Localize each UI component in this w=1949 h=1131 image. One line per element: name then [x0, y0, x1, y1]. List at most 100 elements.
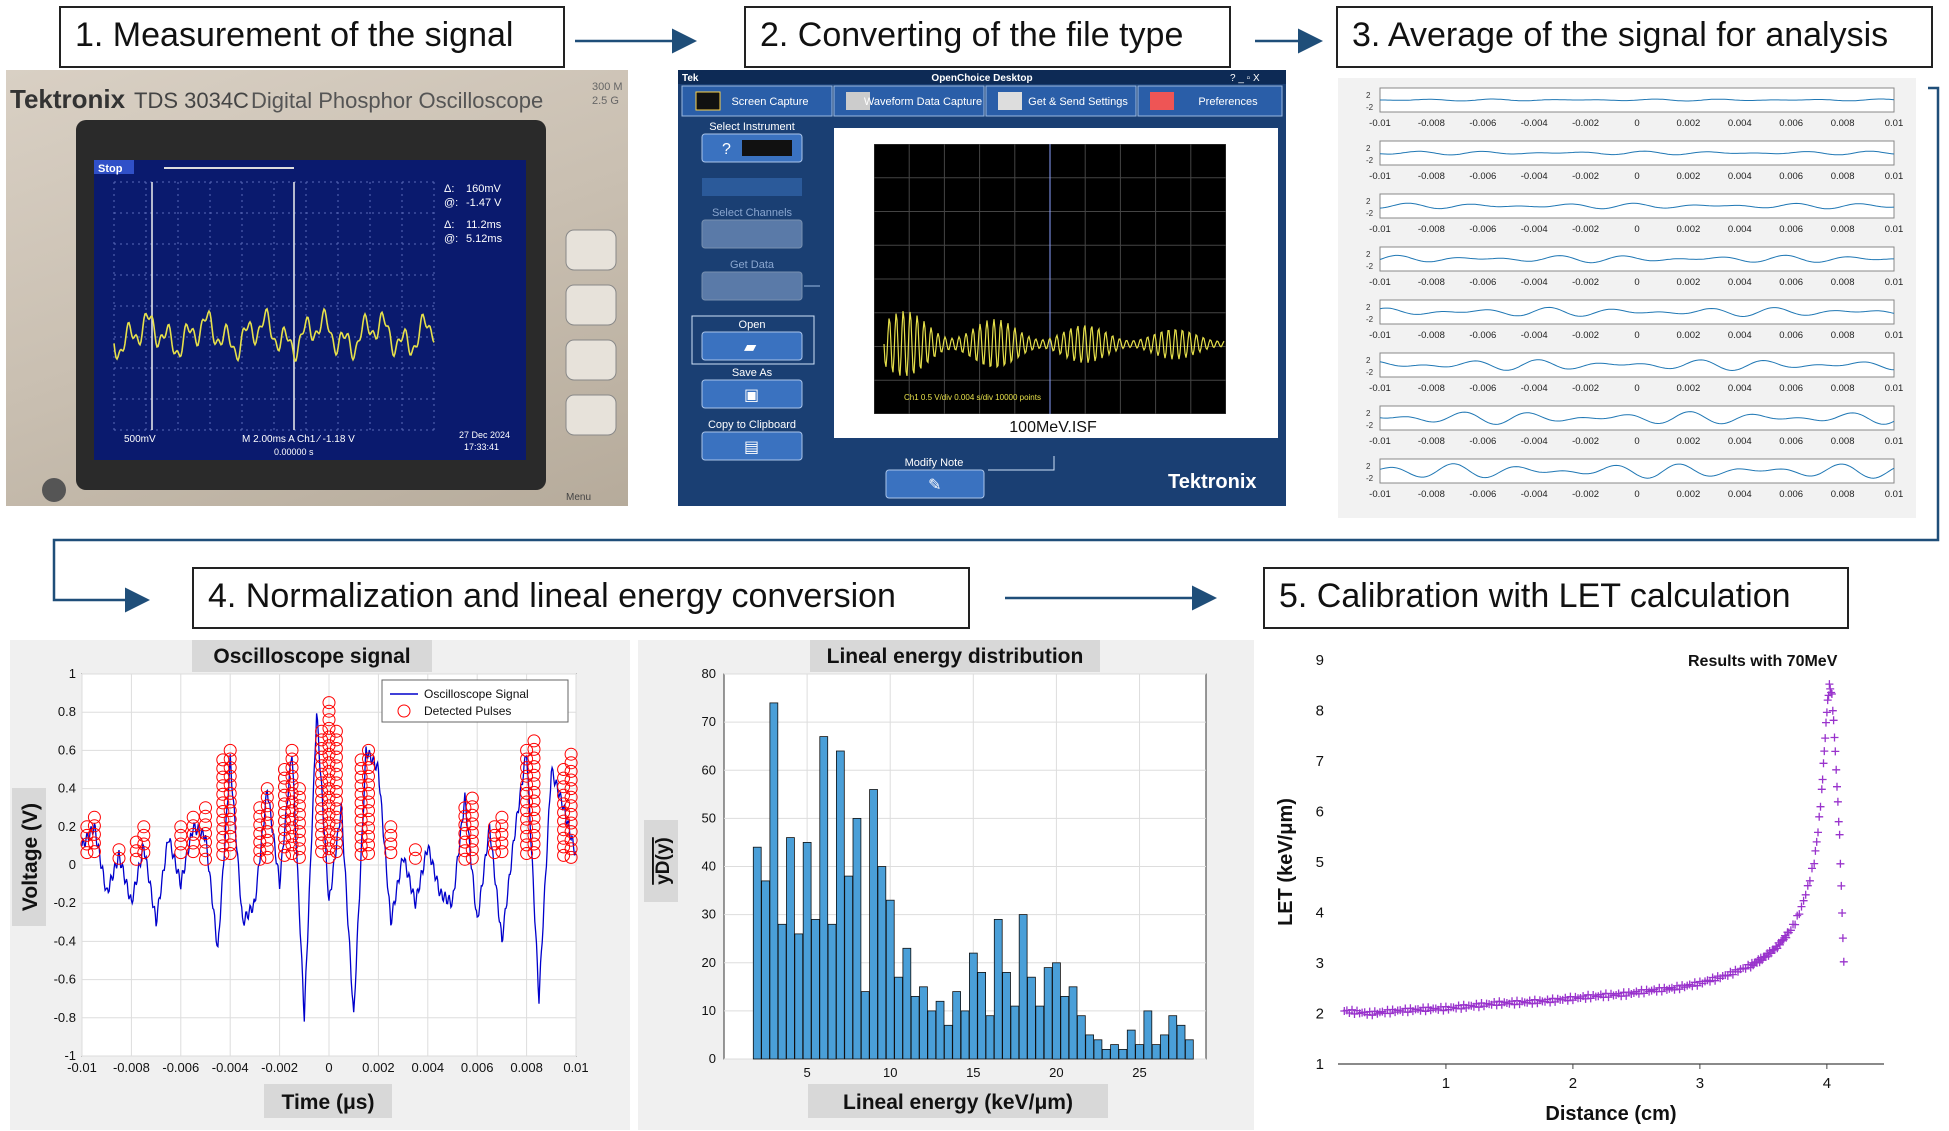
bar: [1085, 1034, 1095, 1060]
scope-soft-key[interactable]: [565, 229, 617, 271]
bar: [1035, 1005, 1045, 1060]
detected-pulse-marker: [285, 743, 299, 757]
oc-open-button[interactable]: [701, 331, 803, 361]
detected-pulse-marker: [564, 764, 578, 778]
oc-get-data-button[interactable]: [701, 271, 803, 301]
scope-soft-key[interactable]: [565, 339, 617, 381]
oc-label-save-as: Save As: [732, 367, 773, 379]
scope-readout-4-value: 5.12ms: [466, 233, 503, 245]
bar: [952, 991, 962, 1060]
avg-y-tick: -2: [1366, 421, 1374, 430]
scope-soft-key[interactable]: [565, 394, 617, 436]
detected-pulse-marker: [253, 844, 267, 858]
avg-x-tick: -0.002: [1572, 436, 1599, 447]
detected-pulse-marker: [362, 743, 375, 757]
scope-trace: [113, 307, 435, 363]
detected-pulse-marker: [216, 839, 230, 853]
avg-x-tick: 0.004: [1728, 277, 1752, 288]
openchoice-window: Tek OpenChoice Desktop ? _ ▫ X Screen Ca…: [678, 70, 1286, 506]
avg-y-tick: -2: [1366, 156, 1374, 165]
osc-chart-title: Oscilloscope signal: [213, 645, 410, 668]
avg-x-tick: 0.01: [1885, 330, 1904, 341]
detected-pulse-marker: [564, 842, 578, 856]
scope-corner-bottom: 2.5 G: [592, 95, 619, 107]
oc-tab-settings[interactable]: Get & Send Settings: [985, 85, 1137, 117]
let-y-label: LET (keV/μm): [1275, 798, 1297, 926]
avg-x-tick: 0: [1634, 118, 1639, 129]
oc-scope-preview: Ch1 0.5 V/div 0.004 s/div 10000 points: [874, 144, 1226, 414]
avg-y-tick: -2: [1366, 368, 1374, 377]
bar: [827, 923, 837, 1060]
detected-pulse-marker: [112, 851, 126, 865]
avg-x-tick: -0.008: [1418, 171, 1445, 182]
avg-y-tick: -2: [1366, 103, 1374, 112]
step-4-title: 4. Normalization and lineal energy conve…: [192, 567, 970, 629]
detected-pulse-marker: [292, 816, 306, 830]
avg-signal-line: [1379, 150, 1895, 156]
osc-x-tick: 0.01: [563, 1060, 588, 1075]
detected-pulse-marker: [362, 812, 375, 826]
avg-x-tick: -0.006: [1469, 171, 1496, 182]
scope-knob[interactable]: [42, 478, 66, 502]
scope-soft-key[interactable]: [565, 284, 617, 326]
detected-pulse-marker: [223, 743, 237, 757]
osc-x-tick: -0.01: [67, 1060, 97, 1075]
detected-pulse-marker: [278, 780, 291, 794]
preferences-icon: [1150, 92, 1174, 110]
detected-pulse-marker: [292, 782, 306, 796]
oc-tab-preferences[interactable]: Preferences: [1137, 85, 1283, 117]
detected-pulse-marker: [87, 827, 101, 841]
let-data-point: [1801, 890, 1810, 899]
let-y-tick: 4: [1316, 905, 1324, 922]
detected-pulse-marker: [564, 825, 578, 839]
detected-pulse-marker: [329, 724, 343, 738]
oc-copy-clipboard-button[interactable]: [701, 431, 803, 461]
oc-window-controls[interactable]: ? _ ▫ X: [1230, 73, 1260, 84]
avg-signal-line: [1379, 202, 1895, 210]
scope-model-desc: Digital Phosphor Oscilloscope: [251, 88, 543, 113]
detected-pulse-marker: [260, 816, 274, 830]
detected-pulse-marker: [329, 750, 343, 764]
detected-pulse-marker: [495, 810, 509, 824]
oc-select-channels-button[interactable]: [701, 219, 803, 249]
detected-pulse-marker: [80, 837, 94, 851]
oc-instrument-field[interactable]: [702, 178, 802, 196]
osc-x-tick: 0: [325, 1060, 332, 1075]
detected-pulse-marker: [322, 696, 336, 710]
detected-pulse-marker: [557, 831, 571, 845]
detected-pulse-marker: [329, 827, 343, 841]
avg-signal-line: [1379, 306, 1895, 318]
oc-tab-waveform-capture[interactable]: Waveform Data Capture: [833, 85, 985, 117]
let-data-point: [1833, 782, 1841, 791]
bar: [1052, 962, 1061, 1060]
detected-pulse-marker: [362, 752, 375, 766]
let-data-point: [1775, 940, 1784, 949]
bar: [786, 837, 795, 1060]
oc-modify-note-button[interactable]: [885, 469, 985, 499]
bar-y-tick: 40: [702, 859, 716, 874]
oc-filename: 100MeV.ISF: [1009, 419, 1097, 436]
bar-x-tick: 10: [883, 1065, 897, 1080]
oc-scope-footer: Ch1 0.5 V/div 0.004 s/div 10000 points: [904, 393, 1041, 402]
detected-pulse-marker: [465, 826, 479, 839]
oc-label-select-instrument: Select Instrument: [709, 121, 795, 133]
avg-x-tick: 0.006: [1779, 436, 1803, 447]
osc-y-tick: -0.8: [54, 1010, 76, 1025]
lineal-energy-chart: 0 10 20 30 40 50 60 70 80 5 10 15 20 25 Lineal energy …: [638, 640, 1254, 1130]
let-y-tick: 3: [1316, 955, 1324, 972]
avg-x-tick: 0.008: [1831, 436, 1855, 447]
oc-tab-screen-capture[interactable]: Screen Capture: [681, 85, 833, 117]
scope-readout-3-label: Δ:: [444, 219, 454, 231]
detected-pulse-marker: [354, 839, 368, 853]
avg-x-tick: -0.008: [1418, 489, 1445, 500]
oc-save-as-button[interactable]: [701, 379, 803, 409]
avg-x-tick: 0.008: [1831, 224, 1855, 235]
detected-pulse-marker: [260, 807, 274, 821]
osc-y-tick: -0.2: [54, 895, 76, 910]
detected-pulse-marker: [520, 821, 534, 835]
detected-pulse-marker: [557, 763, 571, 776]
detected-pulse-marker: [278, 797, 291, 811]
osc-y-tick: 0.6: [58, 742, 76, 757]
detected-pulse-marker: [354, 796, 368, 810]
avg-x-tick: -0.004: [1521, 383, 1548, 394]
